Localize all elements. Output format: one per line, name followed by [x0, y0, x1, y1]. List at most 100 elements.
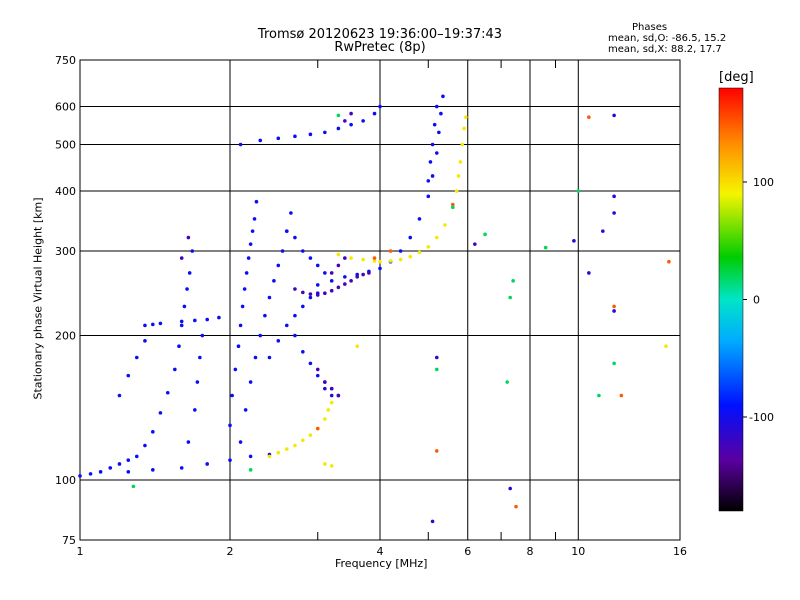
echo-point: [367, 271, 371, 275]
echo-point: [464, 115, 468, 120]
echo-point: [408, 254, 413, 259]
echo-point: [361, 272, 365, 277]
echo-point: [151, 322, 155, 327]
chart-title: Tromsø 20120623 19:36:00–19:37:43: [257, 27, 503, 42]
echo-point: [228, 458, 232, 462]
echo-point: [151, 430, 155, 434]
echo-point: [293, 443, 297, 448]
echo-point: [572, 239, 576, 243]
echo-point: [267, 355, 272, 360]
echo-point: [177, 344, 181, 349]
echo-point: [426, 245, 431, 249]
echo-point: [612, 361, 616, 366]
echo-point: [576, 189, 581, 193]
echo-point: [198, 355, 202, 360]
echo-point: [329, 279, 334, 283]
echo-point: [372, 256, 377, 260]
colorbar-title: [deg]: [719, 70, 754, 85]
echo-point: [126, 373, 131, 378]
echo-point: [361, 119, 365, 123]
echo-point: [619, 393, 624, 398]
echo-point: [361, 257, 365, 262]
echo-point: [336, 113, 341, 118]
echo-point: [451, 202, 455, 207]
echo-point: [343, 119, 347, 123]
echo-point: [434, 235, 439, 240]
echo-point: [458, 160, 463, 164]
echo-point: [417, 250, 422, 255]
echo-point: [323, 380, 327, 384]
x-axis-label: Frequency [MHz]: [335, 557, 428, 570]
echo-point: [253, 355, 258, 360]
echo-point: [508, 486, 512, 491]
echo-point: [430, 142, 435, 147]
echo-point: [612, 211, 616, 215]
echo-point: [108, 466, 113, 470]
echo-point: [430, 519, 435, 524]
echo-point: [378, 259, 382, 264]
echo-point: [240, 304, 245, 309]
echo-point: [293, 287, 297, 291]
echo-point: [329, 386, 334, 391]
echo-point: [336, 252, 341, 257]
echo-point: [193, 408, 197, 412]
echo-point: [428, 160, 433, 164]
echo-point: [134, 355, 139, 360]
echo-point: [134, 454, 139, 459]
echo-point: [267, 454, 272, 459]
echo-point: [186, 235, 191, 240]
echo-point: [355, 275, 359, 279]
echo-point: [326, 408, 331, 412]
echo-point: [372, 111, 377, 116]
echo-point: [408, 235, 413, 240]
echo-point: [597, 393, 601, 398]
echo-point: [236, 344, 241, 349]
echo-point: [117, 393, 122, 398]
echo-point: [117, 462, 122, 466]
echo-point: [308, 361, 313, 366]
echo-point: [315, 283, 320, 287]
echo-point: [434, 104, 439, 109]
echo-point: [434, 151, 439, 155]
echo-point: [186, 440, 191, 444]
echo-point: [323, 417, 327, 421]
echo-point: [182, 304, 187, 309]
echo-point: [293, 235, 297, 240]
echo-point: [323, 462, 327, 466]
echo-point: [143, 323, 147, 328]
echo-point: [667, 259, 671, 264]
echo-point: [126, 458, 131, 462]
echo-point: [158, 321, 163, 326]
echo-point: [336, 263, 341, 268]
colorbar-tick-label: 0: [753, 294, 760, 307]
echo-point: [238, 323, 243, 328]
echo-point: [456, 174, 461, 178]
echo-point: [349, 122, 353, 127]
echo-point: [248, 454, 253, 459]
echo-point: [301, 438, 305, 443]
echo-point: [336, 393, 341, 398]
echo-point: [250, 229, 255, 233]
echo-point: [329, 393, 334, 398]
echo-point: [349, 256, 353, 260]
y-tick-label: 400: [55, 185, 76, 198]
echo-point: [293, 333, 297, 338]
echo-point: [612, 309, 616, 313]
echo-point: [434, 449, 439, 453]
echo-point: [336, 285, 341, 290]
echo-point: [388, 259, 393, 263]
echo-point: [315, 293, 320, 297]
echo-point: [187, 271, 192, 275]
x-tick-label: 2: [227, 545, 234, 558]
colorbar-tick-label: -100: [749, 411, 774, 424]
echo-point: [473, 242, 477, 246]
echo-point: [233, 367, 238, 372]
echo-point: [483, 232, 487, 237]
echo-point: [323, 271, 327, 275]
echo-point: [443, 223, 447, 227]
echo-point: [293, 134, 297, 139]
echo-point: [246, 256, 251, 260]
echo-point: [301, 249, 305, 253]
echo-point: [284, 229, 289, 233]
